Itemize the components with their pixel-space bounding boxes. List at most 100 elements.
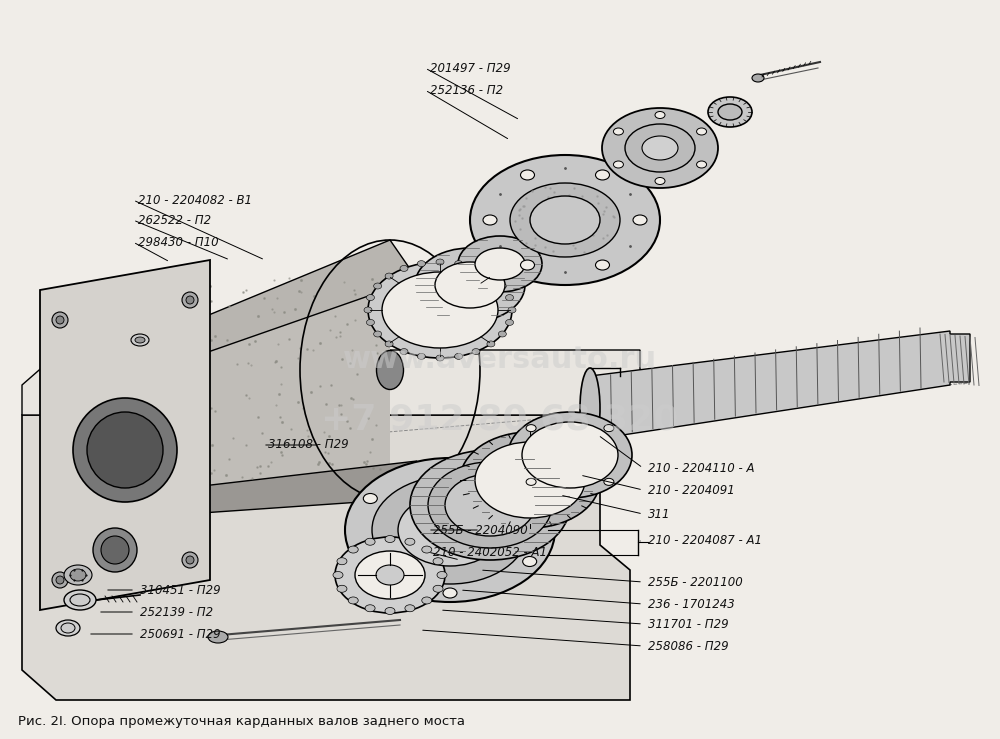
Text: 252139 - П2: 252139 - П2 [140, 605, 213, 619]
Ellipse shape [530, 196, 600, 244]
Ellipse shape [472, 349, 480, 355]
Ellipse shape [355, 551, 425, 599]
Ellipse shape [602, 108, 718, 188]
Ellipse shape [443, 588, 457, 598]
Ellipse shape [596, 260, 610, 270]
Ellipse shape [400, 349, 408, 355]
Ellipse shape [186, 556, 194, 564]
Ellipse shape [348, 546, 358, 553]
Ellipse shape [363, 494, 377, 503]
Ellipse shape [64, 565, 92, 585]
Text: 250691 - П29: 250691 - П29 [140, 627, 221, 641]
Ellipse shape [472, 265, 480, 271]
Ellipse shape [365, 605, 375, 612]
Polygon shape [100, 240, 417, 384]
Ellipse shape [433, 558, 443, 565]
Ellipse shape [470, 155, 660, 285]
Text: 311701 - П29: 311701 - П29 [648, 618, 729, 630]
Text: 298430 - П10: 298430 - П10 [138, 236, 219, 248]
Ellipse shape [708, 97, 752, 127]
Text: 252136 - П2: 252136 - П2 [430, 84, 503, 97]
Ellipse shape [417, 261, 425, 267]
Ellipse shape [443, 462, 457, 472]
Ellipse shape [337, 558, 347, 565]
Text: 258086 - П29: 258086 - П29 [648, 639, 729, 653]
Ellipse shape [498, 283, 506, 289]
Text: 310451 - П29: 310451 - П29 [140, 584, 221, 596]
Ellipse shape [385, 536, 395, 542]
Ellipse shape [436, 355, 444, 361]
Ellipse shape [56, 620, 80, 636]
Ellipse shape [366, 319, 374, 325]
Ellipse shape [428, 462, 552, 548]
Polygon shape [22, 350, 640, 415]
Ellipse shape [365, 538, 375, 545]
Ellipse shape [335, 537, 445, 613]
Ellipse shape [368, 262, 512, 358]
Ellipse shape [410, 450, 570, 560]
Ellipse shape [385, 273, 393, 279]
Text: +7 912 80 68 320: +7 912 80 68 320 [321, 403, 679, 437]
Ellipse shape [604, 425, 614, 432]
Ellipse shape [415, 248, 525, 322]
Ellipse shape [445, 474, 535, 536]
Ellipse shape [363, 556, 377, 567]
Text: 201497 - П29: 201497 - П29 [430, 61, 511, 75]
Ellipse shape [70, 594, 90, 606]
Ellipse shape [697, 161, 707, 168]
Text: 255Б - 2204090: 255Б - 2204090 [433, 523, 528, 537]
Ellipse shape [483, 215, 497, 225]
Ellipse shape [526, 425, 536, 432]
Ellipse shape [633, 215, 647, 225]
Ellipse shape [436, 259, 444, 265]
Ellipse shape [458, 236, 542, 292]
Text: 210 - 2204091: 210 - 2204091 [648, 483, 735, 497]
Ellipse shape [475, 248, 525, 280]
Ellipse shape [405, 605, 415, 612]
Ellipse shape [87, 412, 163, 488]
Ellipse shape [422, 546, 432, 553]
Text: 255Б - 2201100: 255Б - 2201100 [648, 576, 743, 588]
Ellipse shape [374, 283, 382, 289]
Ellipse shape [93, 528, 137, 572]
Ellipse shape [520, 260, 534, 270]
Ellipse shape [487, 341, 495, 347]
Ellipse shape [506, 295, 514, 301]
Ellipse shape [697, 128, 707, 135]
Ellipse shape [487, 273, 495, 279]
Ellipse shape [508, 307, 516, 313]
Ellipse shape [101, 536, 129, 564]
Ellipse shape [376, 565, 404, 585]
Text: 316108 - П29: 316108 - П29 [268, 438, 349, 452]
Text: 210 - 2204082 - В1: 210 - 2204082 - В1 [138, 194, 252, 206]
Ellipse shape [455, 353, 463, 359]
Ellipse shape [135, 337, 145, 343]
Ellipse shape [182, 292, 198, 308]
Ellipse shape [596, 170, 610, 180]
Ellipse shape [64, 590, 96, 610]
Ellipse shape [61, 623, 75, 633]
Ellipse shape [613, 161, 623, 168]
Ellipse shape [752, 74, 764, 82]
Ellipse shape [437, 571, 447, 579]
Ellipse shape [398, 494, 502, 566]
Ellipse shape [520, 170, 534, 180]
Ellipse shape [337, 585, 347, 592]
Ellipse shape [382, 272, 498, 348]
Ellipse shape [460, 432, 600, 528]
Text: 236 - 1701243: 236 - 1701243 [648, 598, 735, 610]
Ellipse shape [523, 556, 537, 567]
Ellipse shape [52, 312, 68, 328]
Ellipse shape [642, 136, 678, 160]
Text: 311: 311 [648, 508, 670, 520]
Ellipse shape [510, 183, 620, 257]
Ellipse shape [366, 295, 374, 301]
Text: www.aversauto.ru: www.aversauto.ru [343, 346, 657, 375]
Ellipse shape [52, 572, 68, 588]
Ellipse shape [455, 261, 463, 267]
Ellipse shape [182, 552, 198, 568]
Ellipse shape [333, 571, 343, 579]
Ellipse shape [604, 478, 614, 486]
Ellipse shape [498, 331, 506, 337]
Ellipse shape [580, 368, 600, 448]
